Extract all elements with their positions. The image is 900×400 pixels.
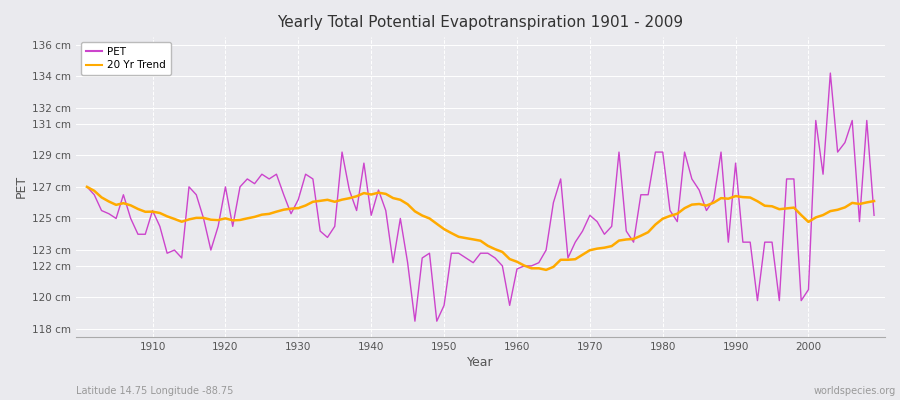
Text: Latitude 14.75 Longitude -88.75: Latitude 14.75 Longitude -88.75 (76, 386, 234, 396)
Title: Yearly Total Potential Evapotranspiration 1901 - 2009: Yearly Total Potential Evapotranspiratio… (277, 15, 684, 30)
X-axis label: Year: Year (467, 356, 494, 369)
Legend: PET, 20 Yr Trend: PET, 20 Yr Trend (81, 42, 171, 76)
Text: worldspecies.org: worldspecies.org (814, 386, 896, 396)
Y-axis label: PET: PET (15, 175, 28, 198)
